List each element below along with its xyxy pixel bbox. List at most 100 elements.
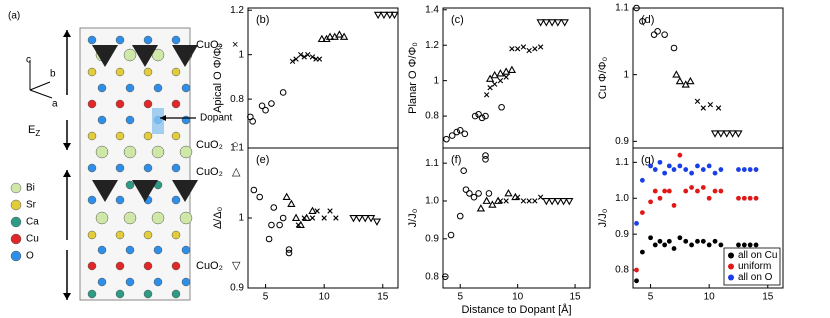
point	[707, 101, 714, 108]
point	[747, 195, 753, 201]
point	[683, 188, 689, 194]
legend-label: Ca	[26, 217, 39, 228]
point	[483, 92, 490, 98]
point	[390, 11, 399, 20]
point	[456, 212, 464, 220]
atom	[171, 261, 181, 271]
arrow-head	[63, 170, 71, 177]
arrow-head	[63, 30, 71, 37]
layer-label: CuO₂	[196, 260, 223, 272]
point	[317, 34, 326, 43]
atom	[97, 277, 107, 287]
point	[250, 186, 258, 194]
point	[293, 56, 299, 62]
atom	[181, 277, 191, 287]
point	[560, 19, 569, 27]
point	[634, 220, 639, 226]
atom	[115, 99, 125, 109]
unit-cell	[79, 27, 191, 301]
atom	[125, 245, 135, 255]
point	[677, 152, 683, 158]
point	[712, 238, 718, 244]
point	[666, 188, 672, 194]
plot-frame	[442, 147, 591, 289]
point	[652, 242, 658, 248]
point	[650, 31, 658, 38]
atom	[87, 261, 97, 271]
point	[490, 70, 499, 79]
point	[373, 11, 383, 20]
point	[547, 198, 557, 206]
point	[689, 242, 694, 248]
x-tick-label: 15	[377, 292, 389, 303]
point	[671, 167, 677, 172]
legend-label: Sr	[26, 200, 37, 211]
field-sub: Z	[35, 129, 40, 138]
point	[686, 76, 695, 85]
point	[666, 163, 672, 169]
point	[652, 167, 658, 172]
point	[718, 167, 724, 172]
axis-label: b	[50, 69, 56, 80]
point	[372, 218, 382, 226]
point	[753, 242, 759, 248]
atom	[153, 245, 163, 255]
point	[718, 188, 724, 194]
atom	[87, 195, 97, 205]
legend-label: all on O	[738, 272, 773, 283]
x-tick-label: 10	[319, 292, 331, 303]
atom	[123, 211, 137, 225]
point	[694, 98, 701, 105]
point	[654, 28, 661, 35]
point	[366, 215, 376, 223]
y-tick-label: 1.1	[425, 158, 439, 169]
atom	[143, 289, 153, 299]
axis-label: c	[26, 55, 31, 66]
atom	[97, 83, 107, 93]
atom	[125, 277, 135, 287]
y-axis-label: J/J₀	[407, 209, 419, 228]
point	[447, 231, 455, 239]
point	[662, 188, 668, 194]
point	[497, 77, 504, 84]
point	[526, 47, 532, 54]
y-tick-label: 1	[238, 49, 244, 60]
atom	[171, 99, 181, 109]
point	[532, 46, 538, 52]
point	[309, 215, 316, 221]
point	[662, 170, 668, 176]
atom	[123, 48, 137, 62]
atom	[171, 131, 181, 141]
point	[526, 198, 532, 204]
point	[309, 54, 316, 60]
point	[482, 152, 489, 159]
point	[675, 76, 685, 85]
layer-symbol: △	[232, 166, 241, 178]
point	[722, 130, 731, 138]
point	[487, 85, 493, 91]
dopant-site	[152, 108, 164, 134]
atom	[87, 131, 97, 141]
point	[734, 130, 743, 138]
atom	[171, 230, 181, 240]
y-axis-label: J/J₀	[597, 209, 609, 228]
y-tick-label: 0.8	[425, 271, 439, 282]
field: E	[28, 124, 35, 136]
atom	[153, 277, 163, 287]
point	[728, 130, 737, 138]
atom	[143, 163, 153, 173]
point	[466, 190, 473, 197]
point	[712, 170, 718, 176]
point	[509, 46, 515, 52]
y-tick-label: 1	[433, 75, 439, 86]
point	[695, 188, 700, 194]
point	[672, 70, 681, 78]
point	[633, 4, 640, 12]
x-tick-label: 10	[704, 292, 716, 303]
octahedron	[132, 180, 158, 202]
point	[339, 32, 349, 40]
point	[520, 44, 527, 50]
atom	[151, 211, 165, 225]
octahedron	[92, 180, 118, 202]
